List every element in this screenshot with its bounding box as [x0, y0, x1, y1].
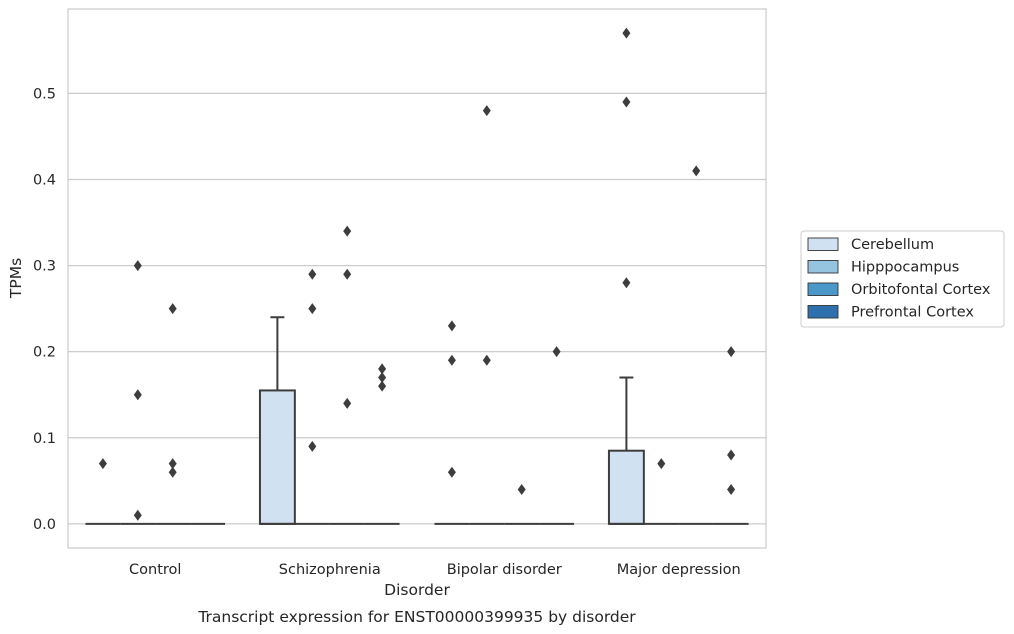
box-group: [504, 483, 540, 525]
box-group: [607, 27, 645, 525]
x-tick-label: Major depression: [617, 562, 741, 578]
plot-frame: [67, 8, 767, 549]
box-group: [713, 346, 749, 525]
figure-caption: Transcript expression for ENST0000039993…: [197, 608, 636, 626]
outlier-point: [447, 320, 456, 332]
box-group: [85, 458, 121, 525]
outlier-point: [727, 346, 736, 358]
x-tick-label: Schizophrenia: [279, 562, 381, 578]
outlier-point: [482, 354, 491, 366]
box-body: [607, 449, 645, 525]
outlier-point: [517, 483, 526, 495]
y-tick-label: 0.5: [33, 86, 56, 102]
outlier-point: [168, 466, 177, 478]
legend-swatch: [807, 305, 839, 319]
x-tick-labels: Control Schizophrenia Bipolar disorder Majo…: [129, 562, 741, 578]
legend-label: Orbitofontal Cortex: [851, 282, 991, 298]
y-tick-labels: 0.0 0.1 0.2 0.3 0.4 0.5: [33, 86, 56, 533]
outlier-point: [168, 458, 177, 470]
x-axis-label: Disorder: [384, 581, 450, 599]
outlier-point: [308, 268, 317, 280]
box-group: [294, 268, 330, 525]
y-tick-label: 0.1: [33, 431, 56, 447]
x-tick-label: Control: [129, 562, 181, 578]
outlier-point: [343, 397, 352, 409]
outlier-point: [622, 27, 631, 39]
outlier-point: [447, 354, 456, 366]
box-group: [155, 303, 191, 525]
outlier-point: [133, 509, 142, 521]
legend-label: Hipppocampus: [851, 260, 959, 276]
box-group: [539, 346, 575, 525]
outlier-point: [133, 389, 142, 401]
outlier-point: [447, 466, 456, 478]
outlier-point: [692, 165, 701, 177]
outlier-point: [378, 380, 387, 392]
box-group: [469, 105, 505, 525]
outlier-point: [308, 440, 317, 452]
outlier-point: [378, 363, 387, 375]
outlier-point: [482, 105, 491, 117]
plot-background: [68, 9, 766, 548]
box-group: [434, 320, 470, 525]
outlier-point: [622, 96, 631, 108]
legend-swatch: [807, 282, 839, 296]
y-tick-label: 0.3: [33, 259, 56, 275]
outlier-point: [378, 372, 387, 384]
box-group: [329, 225, 365, 525]
box-group: [364, 363, 400, 525]
box-group: [678, 165, 714, 525]
y-tick-label: 0.4: [33, 172, 56, 188]
outlier-point: [657, 458, 666, 470]
legend-label: Prefrontal Cortex: [851, 305, 974, 321]
outlier-point: [727, 483, 736, 495]
outlier-point: [343, 225, 352, 237]
box-group: [258, 316, 296, 525]
legend-label: Cerebellum: [851, 237, 934, 253]
box-group: [643, 458, 679, 525]
box-group: [120, 260, 156, 525]
outlier-point: [622, 277, 631, 289]
outlier-point: [168, 303, 177, 315]
box-marks: [85, 27, 749, 525]
box-body: [258, 389, 296, 525]
y-tick-label: 0.2: [33, 345, 56, 361]
outlier-point: [133, 260, 142, 272]
x-tick-label: Bipolar disorder: [447, 562, 562, 578]
outlier-point: [98, 458, 107, 470]
legend: Cerebellum Hipppocampus Orbitofontal Corte…: [800, 230, 1005, 328]
y-tick-label: 0.0: [33, 517, 56, 533]
outlier-point: [343, 268, 352, 280]
legend-frame: [800, 230, 1005, 328]
y-axis-label: TPMs: [7, 258, 25, 299]
outlier-point: [552, 346, 561, 358]
legend-swatch: [807, 237, 839, 251]
legend-swatch: [807, 260, 839, 274]
outlier-point: [308, 303, 317, 315]
outlier-point: [727, 449, 736, 461]
